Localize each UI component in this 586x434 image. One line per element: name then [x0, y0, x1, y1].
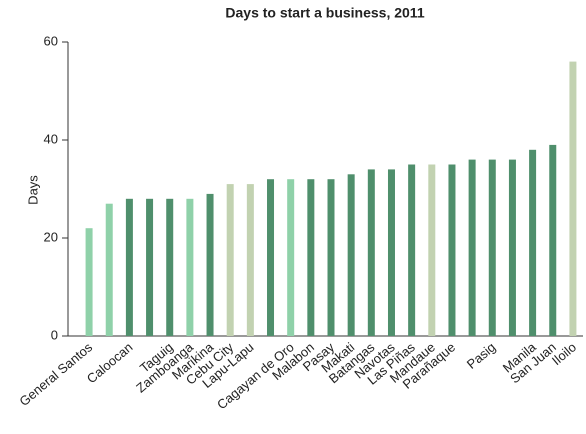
bar: [307, 179, 315, 336]
bar: [488, 159, 496, 336]
y-tick-label: 20: [44, 229, 58, 244]
bar: [508, 159, 516, 336]
bar: [408, 164, 416, 336]
y-tick-label: 60: [44, 33, 58, 48]
y-axis-label: Days: [25, 175, 40, 205]
y-tick-label: 0: [51, 327, 58, 342]
bar: [146, 198, 154, 336]
bar: [569, 61, 577, 336]
bar: [246, 184, 254, 336]
chart-title: Days to start a business, 2011: [225, 5, 424, 21]
bar: [125, 198, 133, 336]
x-tick-label: Iloilo: [549, 339, 579, 368]
bar: [267, 179, 275, 336]
bar: [387, 169, 395, 336]
x-tick-label: Pasig: [464, 339, 499, 371]
bar: [287, 179, 295, 336]
bar: [428, 164, 436, 336]
bar: [529, 149, 537, 336]
bar: [166, 198, 174, 336]
bar: [448, 164, 456, 336]
bar: [85, 228, 93, 336]
bar: [105, 203, 113, 336]
bar: [186, 198, 194, 336]
bar: [226, 184, 234, 336]
y-tick-label: 40: [44, 131, 58, 146]
x-tick-label: Caloocan: [84, 339, 136, 386]
bar: [549, 144, 557, 336]
bar: [468, 159, 476, 336]
bar: [347, 174, 355, 336]
bar: [367, 169, 375, 336]
bar: [206, 193, 214, 336]
bar: [327, 179, 335, 336]
